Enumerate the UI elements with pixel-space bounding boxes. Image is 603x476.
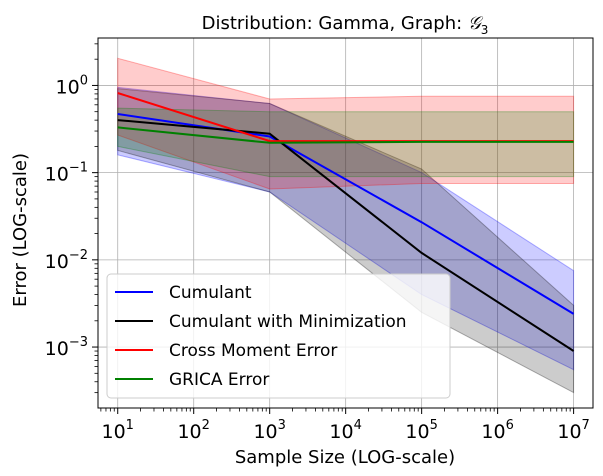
- y-axis-label: Error (LOG-scale): [10, 153, 31, 307]
- x-tick-label: 101: [101, 418, 133, 443]
- series-line-3: [117, 126, 574, 144]
- chart-title: Distribution: Gamma, Graph: 𝒢3: [202, 13, 489, 37]
- x-tick-label: 102: [177, 418, 209, 443]
- series-band-2: [117, 57, 575, 190]
- x-tick-label: 107: [557, 418, 589, 443]
- x-tick-label: 105: [405, 418, 437, 443]
- series-line-0: [117, 113, 575, 315]
- x-tick-label: 104: [329, 418, 361, 443]
- x-axis-label: Sample Size (LOG-scale): [235, 447, 455, 468]
- legend-label-0: Cumulant: [169, 283, 252, 303]
- legend: Cumulant Cumulant with Minimization Cross …: [106, 273, 451, 399]
- y-tick-label: 10−3: [45, 335, 88, 360]
- y-tick-label: 10−2: [45, 248, 88, 273]
- legend-label-1: Cumulant with Minimization: [169, 312, 407, 332]
- legend-box: [106, 273, 451, 399]
- x-tick-label: 103: [253, 418, 285, 443]
- legend-label-3: GRICA Error: [169, 370, 269, 390]
- series-band-0: [117, 86, 575, 371]
- y-tick-label: 10−1: [45, 161, 88, 186]
- x-tick-label: 106: [481, 418, 513, 443]
- plot-area: 101 102 103 104 105 106 107 10−3 10−2 10−1 100 Cumu…: [45, 37, 594, 443]
- y-tick-label: 100: [56, 73, 88, 98]
- series-band-1: [117, 88, 575, 394]
- series-line-1: [117, 119, 575, 352]
- legend-label-2: Cross Moment Error: [169, 341, 337, 361]
